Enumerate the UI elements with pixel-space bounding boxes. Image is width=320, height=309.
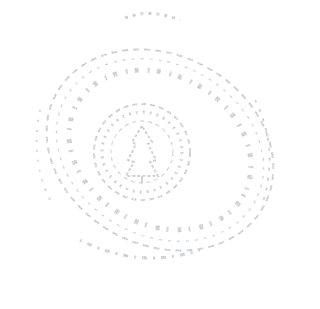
page: (() => { const data = JSON.parse(documen… bbox=[0, 0, 304, 309]
stamp-image bbox=[0, 0, 304, 309]
background bbox=[0, 0, 304, 309]
